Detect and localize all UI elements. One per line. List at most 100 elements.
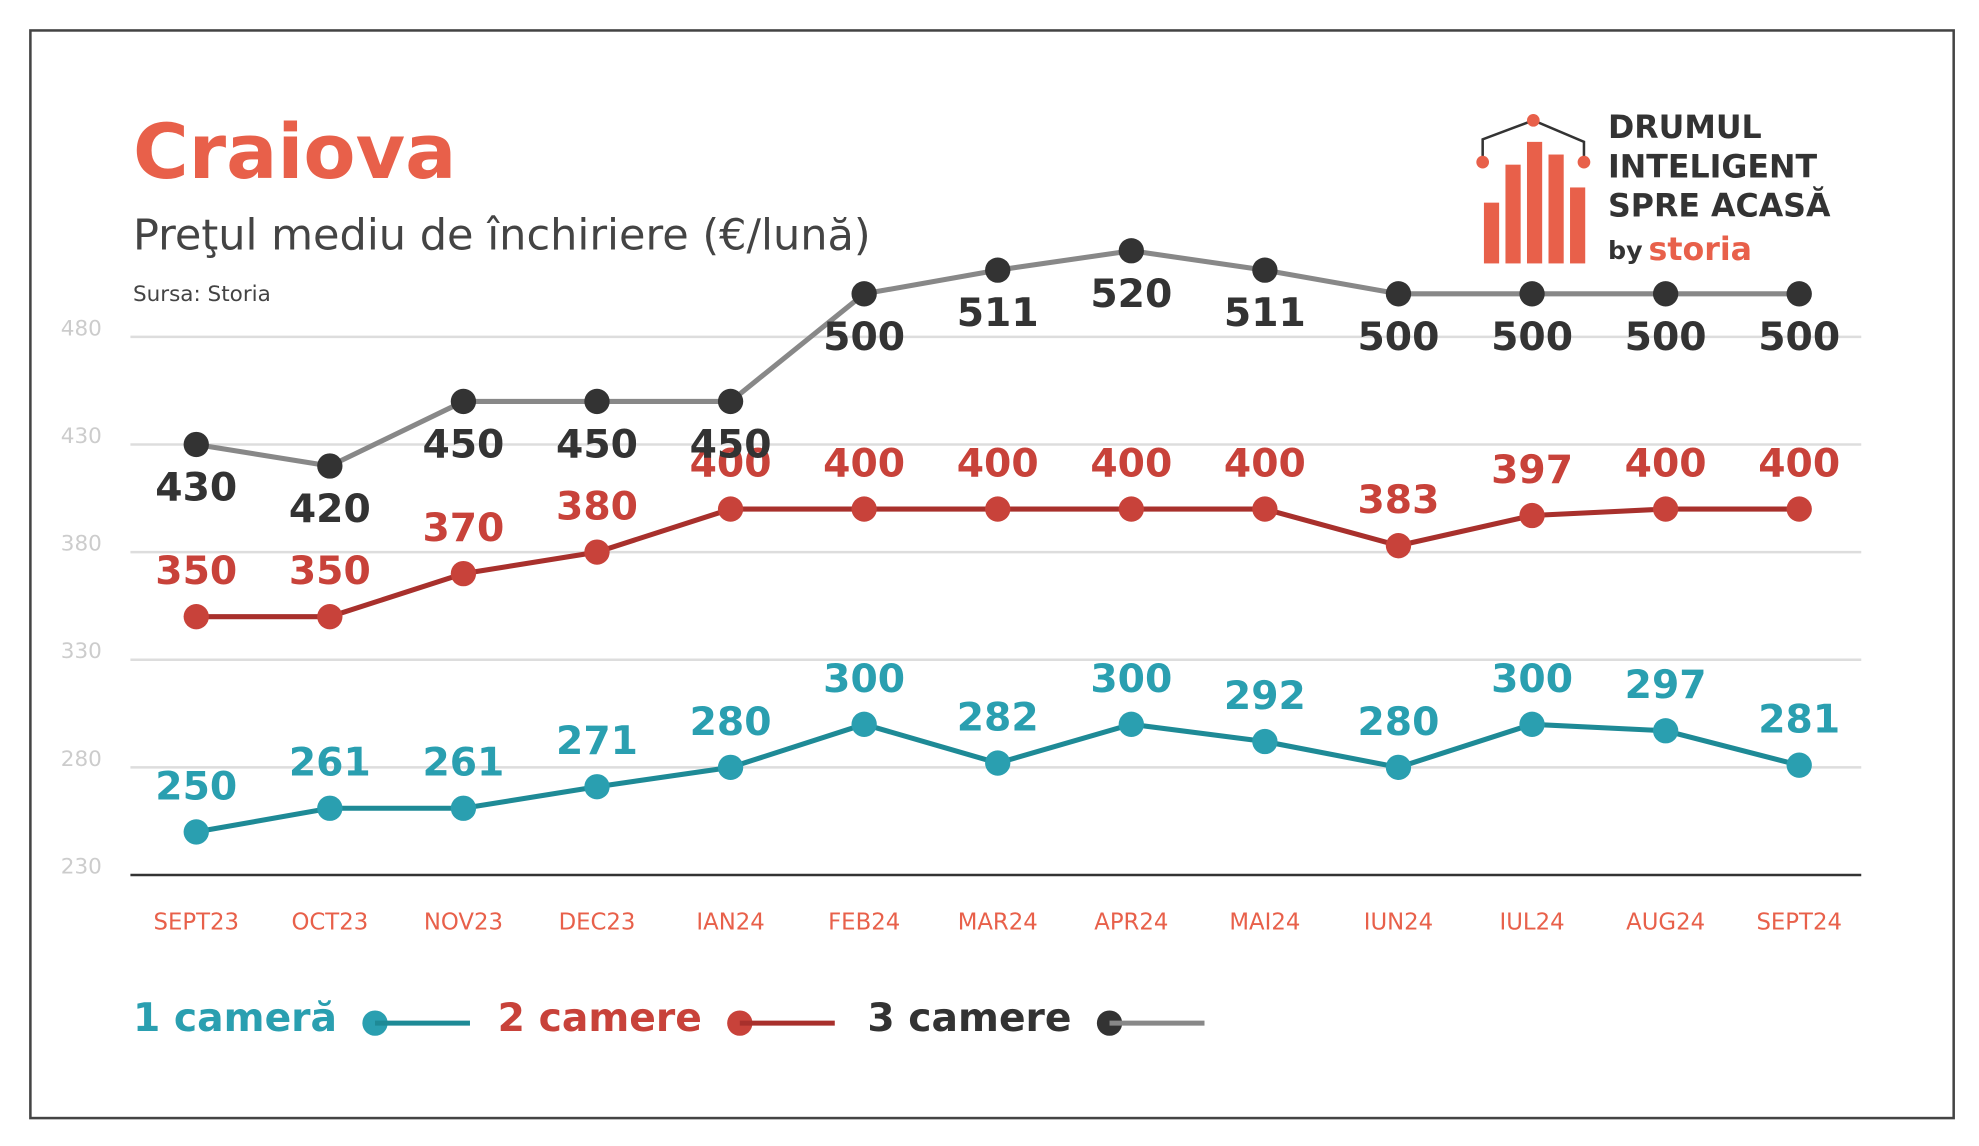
point [1652,718,1679,744]
data-label: 500 [823,315,905,360]
x-tick-label: AUG24 [1626,910,1705,936]
point [450,388,477,415]
logo: DRUMUL INTELIGENT SPRE ACASĂ by storia [1476,110,1831,268]
point [1252,728,1278,755]
data-label: 511 [1224,291,1306,336]
chart-title: Craiova [133,107,456,196]
data-label: 300 [823,657,905,702]
point [1786,496,1812,522]
data-label: 400 [1625,442,1707,487]
point [1519,281,1545,307]
data-label: 350 [289,549,371,594]
point [1118,711,1144,737]
data-label: 511 [957,291,1039,336]
data-label: 280 [690,700,772,745]
point [1786,752,1812,778]
data-label: 400 [823,442,905,487]
point [1652,281,1679,307]
data-label: 400 [1090,442,1172,487]
data-label: 380 [556,485,638,530]
x-tick-label: FEB24 [828,910,900,936]
data-label: 420 [289,487,371,532]
point [1118,496,1144,522]
x-tick-label: SEPT24 [1756,910,1842,936]
x-tick-label: MAI24 [1229,910,1300,936]
point [584,388,610,415]
data-label: 281 [1758,698,1840,743]
y-tick-label: 330 [61,639,102,664]
x-tick-label: NOV23 [424,910,503,936]
data-label: 500 [1357,315,1439,360]
x-tick-label: IUN24 [1364,910,1433,936]
point [584,774,610,800]
data-label: 292 [1224,674,1306,719]
point [851,711,877,737]
point [1786,281,1812,307]
point [851,496,877,522]
point [985,257,1011,283]
data-label: 500 [1491,315,1573,360]
y-tick-label: 280 [61,747,102,772]
point [851,281,877,307]
logo-bar [1548,154,1564,264]
data-label: 261 [422,741,504,786]
point [183,431,209,458]
logo-bar [1526,141,1543,264]
frame [29,29,1955,1120]
data-label: 297 [1625,663,1707,708]
data-label: 430 [155,466,237,511]
logo-text: DRUMUL [1608,110,1762,146]
data-label: 261 [289,741,371,786]
data-label: 300 [1491,657,1573,702]
point [1652,496,1679,522]
data-label: 397 [1491,448,1573,493]
logo-dot [1577,155,1591,169]
y-tick-label: 480 [61,316,102,341]
data-label: 500 [1758,315,1840,360]
point [1519,502,1545,529]
y-tick-label: 380 [61,532,102,557]
data-label: 271 [556,719,638,764]
data-label: 400 [1224,442,1306,487]
legend-label: 1 cameră [133,996,337,1041]
data-label: 520 [1090,272,1172,317]
logo-bar [1505,164,1521,264]
point [985,750,1011,776]
x-tick-label: IUL24 [1500,910,1565,936]
logo-dot [1526,114,1540,127]
legend-label: 3 camere [867,996,1071,1041]
data-label: 400 [957,442,1039,487]
point [450,795,477,821]
y-tick-label: 430 [61,424,102,449]
data-label: 370 [422,506,504,551]
legend-label: 2 camere [498,996,702,1041]
point [1252,496,1278,522]
logo-bar [1483,202,1500,264]
data-label: 280 [1357,700,1439,745]
logo-text: SPRE ACASĂ [1608,187,1831,225]
point [1385,281,1412,307]
data-label: 383 [1357,478,1439,523]
point [717,388,744,415]
point [317,795,343,821]
data-label: 400 [1758,442,1840,487]
point [717,754,744,781]
point [317,453,343,479]
data-label: 450 [556,423,638,468]
x-tick-label: APR24 [1094,910,1168,936]
logo-dot [1476,155,1489,169]
x-tick-label: IAN24 [696,910,764,936]
x-tick-label: SEPT23 [154,910,240,936]
source: Sursa: Storia [133,282,271,307]
chart-subtitle: Preţul mediu de închiriere (€/lună) [133,211,871,261]
x-tick-label: MAR24 [958,910,1038,936]
data-label: 350 [155,549,237,594]
logo-brand: storia [1649,232,1753,268]
point [985,496,1011,522]
point [1252,257,1278,283]
point [1385,532,1412,559]
y-tick-label: 230 [61,854,102,879]
point [717,496,744,522]
point [317,604,343,630]
